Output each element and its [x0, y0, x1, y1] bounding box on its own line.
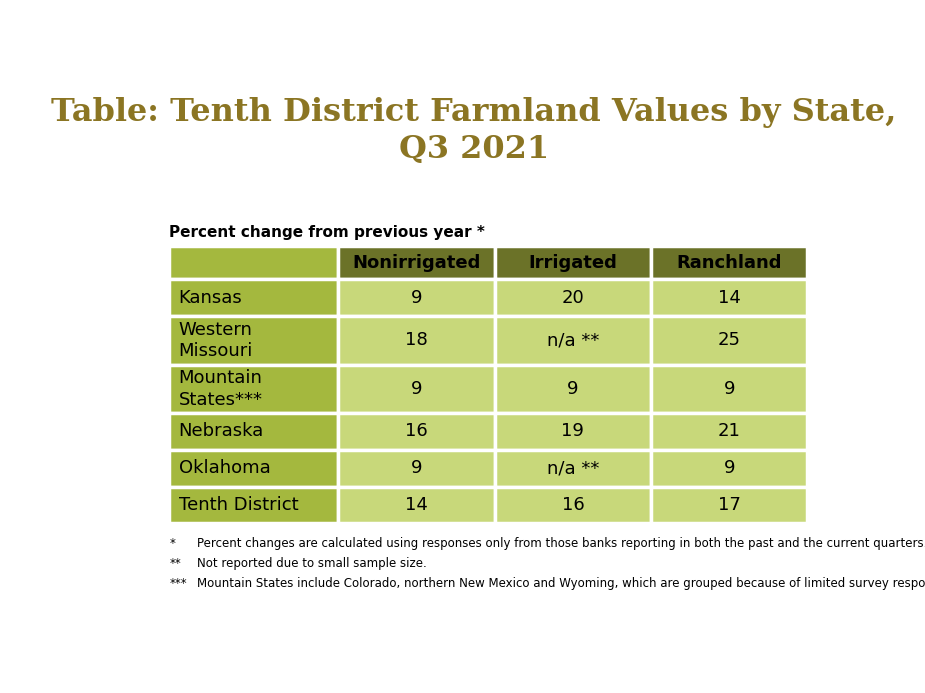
Bar [169, 246, 339, 279]
Text: *: * [169, 536, 175, 550]
Bar [495, 450, 651, 486]
Bar [169, 486, 339, 523]
Bar [651, 246, 808, 279]
Text: 9: 9 [723, 380, 735, 398]
Bar [339, 279, 495, 316]
Bar [169, 316, 339, 365]
Bar [169, 450, 339, 486]
Text: Table: Tenth District Farmland Values by State,
Q3 2021: Table: Tenth District Farmland Values by… [52, 96, 896, 164]
Bar [651, 413, 808, 450]
Bar [495, 413, 651, 450]
Bar [495, 246, 651, 279]
Text: 25: 25 [718, 331, 741, 349]
Bar [339, 450, 495, 486]
Bar [651, 486, 808, 523]
Text: 9: 9 [411, 380, 423, 398]
Bar [495, 279, 651, 316]
Bar [495, 365, 651, 413]
Text: 14: 14 [718, 289, 741, 307]
Text: Percent changes are calculated using responses only from those banks reporting i: Percent changes are calculated using res… [197, 536, 925, 550]
Text: 14: 14 [405, 496, 428, 514]
Text: Not reported due to small sample size.: Not reported due to small sample size. [197, 557, 426, 570]
Text: 9: 9 [723, 459, 735, 477]
Text: 21: 21 [718, 423, 741, 441]
Text: Percent change from previous year *: Percent change from previous year * [169, 225, 486, 240]
Text: Mountain States include Colorado, northern New Mexico and Wyoming, which are gro: Mountain States include Colorado, northe… [197, 577, 925, 590]
Text: 9: 9 [411, 459, 423, 477]
Bar [169, 365, 339, 413]
Text: Nonirrigated: Nonirrigated [352, 254, 481, 272]
Text: Kansas: Kansas [179, 289, 242, 307]
Text: 18: 18 [405, 331, 428, 349]
Text: Western
Missouri: Western Missouri [179, 321, 253, 360]
Text: **: ** [169, 557, 181, 570]
Text: ***: *** [169, 577, 187, 590]
Bar [339, 413, 495, 450]
Bar [651, 365, 808, 413]
Bar [651, 279, 808, 316]
Text: 9: 9 [411, 289, 423, 307]
Bar [495, 486, 651, 523]
Bar [495, 316, 651, 365]
Text: 9: 9 [567, 380, 579, 398]
Text: n/a **: n/a ** [547, 459, 599, 477]
Text: Oklahoma: Oklahoma [179, 459, 270, 477]
Bar [339, 246, 495, 279]
Text: Ranchland: Ranchland [676, 254, 782, 272]
Bar [339, 486, 495, 523]
Text: Mountain
States***: Mountain States*** [179, 369, 263, 409]
Text: 17: 17 [718, 496, 741, 514]
Bar [651, 316, 808, 365]
Bar [169, 413, 339, 450]
Bar [339, 365, 495, 413]
Bar [339, 316, 495, 365]
Bar [651, 450, 808, 486]
Text: Nebraska: Nebraska [179, 423, 264, 441]
Text: 19: 19 [561, 423, 585, 441]
Text: 16: 16 [405, 423, 428, 441]
Text: Tenth District: Tenth District [179, 496, 299, 514]
Bar [169, 279, 339, 316]
Text: n/a **: n/a ** [547, 331, 599, 349]
Text: 16: 16 [561, 496, 585, 514]
Text: 20: 20 [561, 289, 585, 307]
Text: Irrigated: Irrigated [528, 254, 617, 272]
